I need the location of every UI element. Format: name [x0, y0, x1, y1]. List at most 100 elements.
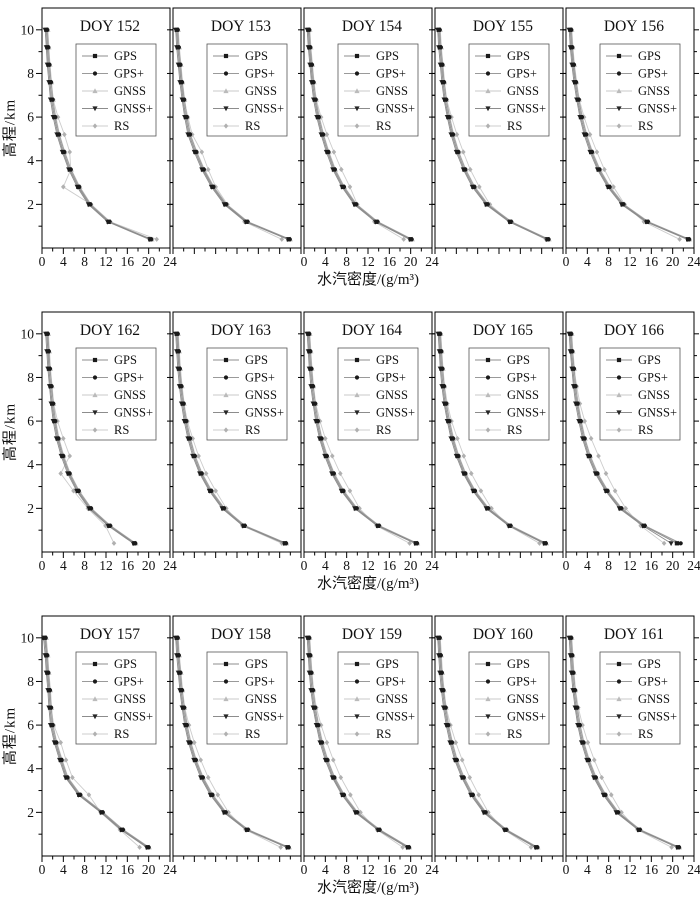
square-marker-icon — [594, 471, 599, 476]
square-marker-icon — [92, 661, 98, 667]
diamond-marker-icon — [111, 540, 117, 546]
circle-marker-icon — [354, 679, 360, 684]
panel-doy-158: DOY 158 GPS GPS+ GNSS GNSS+ RS — [167, 615, 304, 862]
x-tick-label: 4 — [584, 254, 591, 269]
panel-doy-159: 0 4 8 12 16 20 24 DOY 159 GPS GPS+ GNSS GNSS+ RS — [298, 615, 439, 877]
legend-item: RS — [344, 119, 391, 133]
diamond-marker-icon — [331, 757, 336, 763]
legend-item: GNSS — [82, 84, 146, 98]
legend-box — [337, 651, 419, 745]
diamond-marker-icon — [203, 470, 209, 477]
square-marker-icon — [596, 167, 601, 172]
panel-title: DOY 161 — [604, 626, 664, 643]
legend: GPS GPS+ GNSS GNSS+ RS — [206, 43, 288, 137]
legend-item: RS — [213, 727, 260, 741]
circle-marker-icon — [92, 679, 98, 684]
series-gps — [44, 331, 137, 546]
legend-item: GPS — [213, 353, 268, 367]
x-tick-label: 20 — [404, 558, 418, 573]
legend-label: GPS+ — [376, 371, 406, 385]
square-marker-icon — [485, 506, 490, 511]
square-marker-icon — [436, 27, 441, 32]
legend-label: GPS — [245, 657, 268, 671]
triangle-up-marker-icon — [92, 88, 98, 94]
diamond-marker-icon — [92, 123, 98, 129]
diamond-marker-icon — [485, 123, 491, 129]
legend-item: GPS+ — [344, 675, 406, 689]
triangle-down-marker-icon — [223, 714, 229, 720]
legend-label: GPS — [376, 657, 399, 671]
square-marker-icon — [575, 97, 580, 102]
x-tick-label: 16 — [645, 558, 659, 573]
y-tick-label: 6 — [27, 110, 34, 125]
square-marker-icon — [353, 202, 358, 207]
legend-item: GPS — [344, 353, 399, 367]
triangle-up-marker-icon — [616, 696, 622, 702]
legend-item: GNSS+ — [213, 102, 284, 116]
diamond-marker-icon — [338, 470, 343, 477]
legend-item: GNSS+ — [475, 710, 546, 724]
legend-box — [75, 651, 157, 745]
legend-label: RS — [507, 119, 522, 133]
series-gps — [306, 27, 413, 242]
x-tick-label: 12 — [361, 862, 375, 877]
panel-doy-165: DOY 165 GPS GPS+ GNSS GNSS+ RS — [429, 311, 566, 558]
series-gps — [174, 27, 291, 242]
legend-item: GPS+ — [475, 371, 537, 385]
legend-item: RS — [606, 727, 653, 741]
square-marker-icon — [181, 705, 186, 710]
square-marker-icon — [223, 53, 229, 59]
legend: GPS GPS+ GNSS GNSS+ RS — [337, 43, 419, 137]
square-marker-icon — [354, 53, 360, 59]
square-marker-icon — [176, 366, 181, 371]
square-marker-icon — [323, 453, 328, 459]
square-marker-icon — [572, 384, 577, 389]
square-marker-icon — [223, 357, 229, 363]
diamond-marker-icon — [324, 739, 330, 746]
legend-box — [75, 43, 157, 137]
diamond-marker-icon — [224, 505, 229, 511]
square-marker-icon — [686, 237, 691, 242]
square-marker-icon — [75, 488, 80, 493]
legend-item: GNSS+ — [606, 406, 677, 420]
diamond-marker-icon — [354, 123, 360, 129]
square-marker-icon — [145, 845, 150, 850]
square-marker-icon — [569, 653, 574, 658]
x-tick-label: 4 — [322, 862, 329, 877]
legend-label: GPS+ — [245, 371, 275, 385]
triangle-down-marker-icon — [485, 410, 491, 416]
square-marker-icon — [92, 53, 98, 59]
triangle-up-marker-icon — [223, 392, 229, 398]
square-marker-icon — [589, 149, 594, 155]
x-tick-label: 0 — [563, 254, 570, 269]
square-marker-icon — [570, 670, 575, 675]
legend-label: GPS+ — [638, 67, 668, 81]
legend-label: GNSS — [245, 388, 277, 402]
panel-title: DOY 157 — [80, 626, 140, 643]
square-marker-icon — [320, 132, 325, 137]
legend-box — [206, 651, 288, 745]
x-tick-label: 0 — [563, 862, 570, 877]
legend-label: GPS+ — [245, 67, 275, 81]
square-marker-icon — [181, 97, 186, 102]
series-gps — [174, 635, 290, 850]
square-marker-icon — [374, 219, 379, 224]
diamond-marker-icon — [619, 809, 624, 815]
square-marker-icon — [318, 436, 323, 441]
square-marker-icon — [446, 115, 451, 120]
diamond-marker-icon — [677, 236, 682, 242]
square-marker-icon — [99, 810, 104, 815]
y-tick-label: 2 — [27, 197, 34, 212]
diamond-marker-icon — [602, 166, 607, 173]
square-marker-icon — [315, 723, 320, 728]
square-marker-icon — [312, 401, 317, 406]
x-tick-label: 8 — [605, 254, 612, 269]
square-marker-icon — [440, 80, 446, 85]
triangle-up-marker-icon — [92, 392, 98, 398]
square-marker-icon — [570, 366, 575, 371]
x-tick-label: 12 — [623, 254, 637, 269]
legend-item: GNSS — [213, 84, 277, 98]
diamond-marker-icon — [61, 435, 66, 442]
